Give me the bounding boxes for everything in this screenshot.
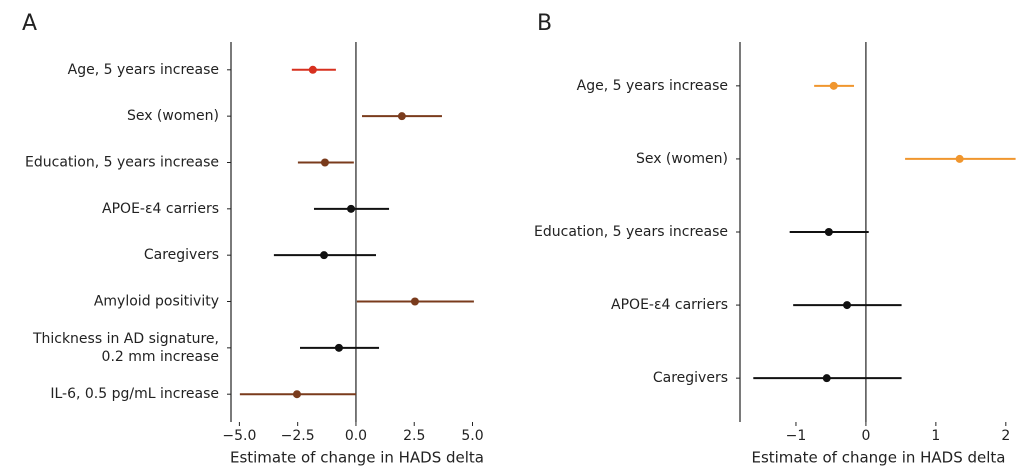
estimate-point bbox=[292, 390, 301, 399]
estimate-point bbox=[829, 81, 838, 90]
estimate-point bbox=[410, 297, 419, 306]
estimate-point bbox=[320, 158, 329, 167]
estimate-point bbox=[397, 112, 406, 121]
x-tick-label: −1 bbox=[786, 428, 807, 444]
y-tick-label: IL-6, 0.5 pg/mL increase bbox=[50, 386, 219, 402]
y-tick-label: APOE-ε4 carriers bbox=[611, 297, 728, 313]
estimate-point bbox=[347, 204, 356, 213]
y-tick-label: Age, 5 years increase bbox=[68, 62, 219, 78]
x-tick-label: 1 bbox=[931, 428, 940, 444]
estimate-point bbox=[308, 65, 317, 74]
y-tick-label: Sex (women) bbox=[636, 151, 728, 167]
estimate-point bbox=[334, 343, 343, 352]
y-tick-label: APOE-ε4 carriers bbox=[102, 201, 219, 217]
x-tick-label: 2 bbox=[1001, 428, 1010, 444]
estimate-point bbox=[824, 228, 833, 236]
x-tick-label: 5.0 bbox=[461, 428, 483, 444]
x-axis-label: Estimate of change in HADS delta bbox=[230, 449, 484, 467]
y-tick-label: Sex (women) bbox=[127, 108, 219, 124]
estimate-point bbox=[955, 154, 964, 163]
x-tick-label: 0.0 bbox=[345, 428, 367, 444]
x-tick-label: −2.5 bbox=[281, 428, 315, 444]
estimate-point bbox=[843, 301, 852, 310]
y-tick-label: Caregivers bbox=[144, 247, 219, 263]
y-tick-label: Amyloid positivity bbox=[94, 294, 219, 310]
panel-label: B bbox=[537, 11, 552, 36]
y-tick-label: Education, 5 years increase bbox=[534, 224, 728, 240]
y-tick-label: Age, 5 years increase bbox=[577, 78, 728, 94]
y-tick-label: Caregivers bbox=[653, 370, 728, 386]
y-tick-label: Education, 5 years increase bbox=[25, 154, 219, 170]
x-axis-label: Estimate of change in HADS delta bbox=[751, 449, 1005, 467]
x-tick-label: −5.0 bbox=[222, 428, 256, 444]
x-tick-label: 2.5 bbox=[403, 428, 425, 444]
y-tick-label: Thickness in AD signature, 0.2 mm increas… bbox=[32, 331, 219, 365]
x-tick-label: 0 bbox=[861, 428, 870, 444]
estimate-point bbox=[822, 374, 831, 383]
panel-label: A bbox=[22, 11, 37, 36]
estimate-point bbox=[320, 251, 329, 260]
